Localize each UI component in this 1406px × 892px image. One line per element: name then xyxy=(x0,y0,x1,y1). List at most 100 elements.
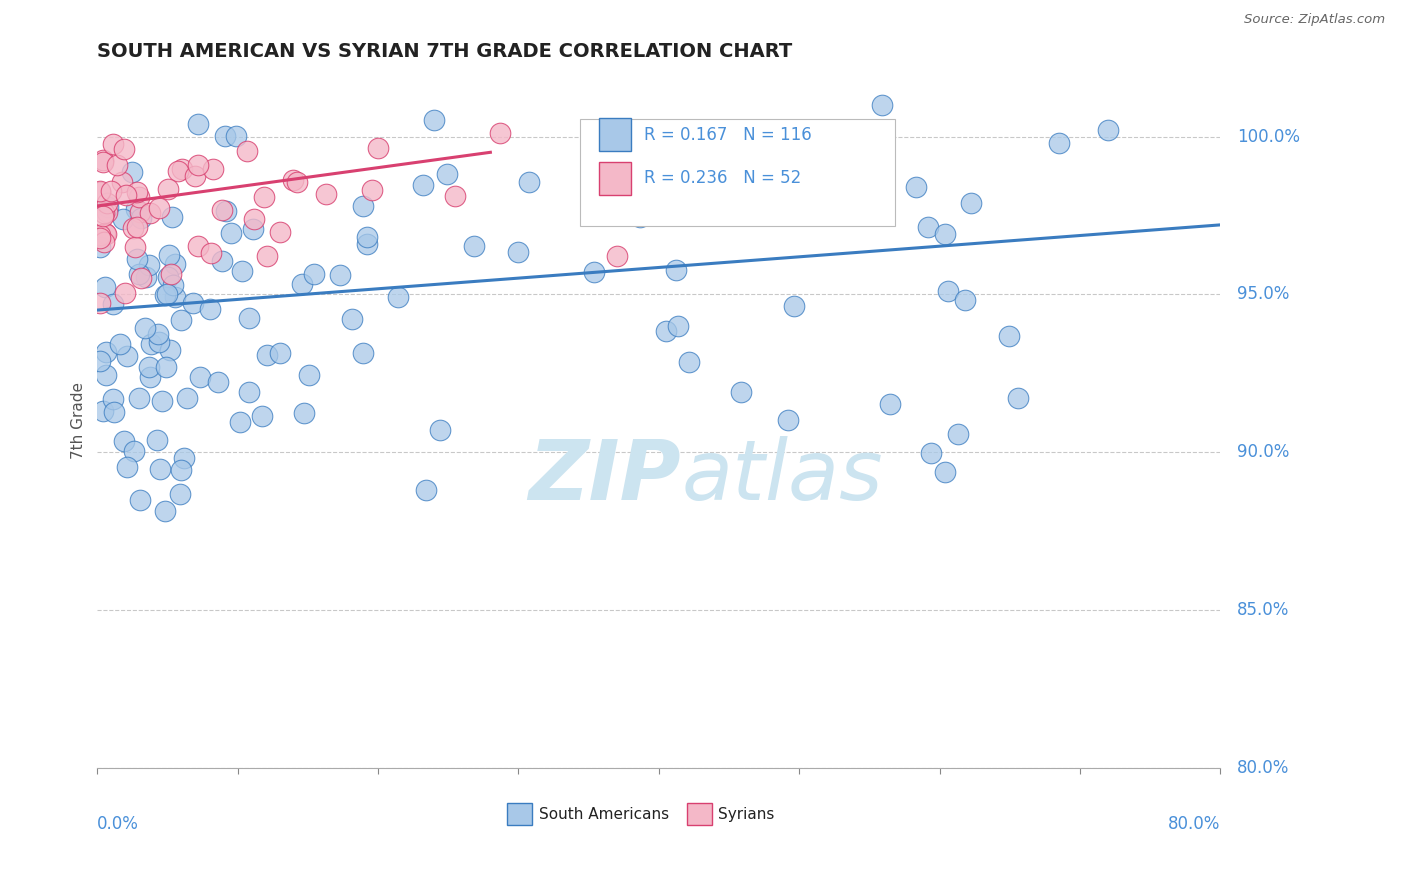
Point xyxy=(94,368,117,382)
Point xyxy=(121,164,143,178)
Point xyxy=(783,299,806,313)
Point xyxy=(730,385,752,400)
Point xyxy=(169,313,191,327)
Point xyxy=(167,164,190,178)
Text: ZIP: ZIP xyxy=(529,435,682,516)
Point xyxy=(936,284,959,298)
Point xyxy=(165,290,187,304)
Point xyxy=(429,423,451,437)
Point xyxy=(89,295,111,310)
Point xyxy=(103,405,125,419)
Point xyxy=(207,375,229,389)
Point xyxy=(412,178,434,193)
Point xyxy=(156,287,179,301)
Text: Syrians: Syrians xyxy=(718,806,775,822)
Point xyxy=(242,222,264,236)
Point xyxy=(176,391,198,405)
Point xyxy=(200,246,222,260)
Point xyxy=(131,211,153,226)
Point xyxy=(129,270,152,285)
Point xyxy=(201,161,224,176)
Point xyxy=(128,493,150,508)
Point xyxy=(214,129,236,144)
Point xyxy=(96,196,118,211)
Point xyxy=(256,249,278,263)
Point xyxy=(89,354,111,368)
Point xyxy=(148,335,170,350)
Point xyxy=(122,220,145,235)
Point xyxy=(238,384,260,399)
Text: SOUTH AMERICAN VS SYRIAN 7TH GRADE CORRELATION CHART: SOUTH AMERICAN VS SYRIAN 7TH GRADE CORRE… xyxy=(97,42,793,61)
Point xyxy=(170,161,193,176)
Point xyxy=(436,167,458,181)
Point xyxy=(905,180,928,194)
Point xyxy=(141,336,163,351)
Point xyxy=(112,211,135,226)
Point xyxy=(100,185,122,199)
Point xyxy=(285,176,308,190)
Point xyxy=(356,229,378,244)
Point xyxy=(96,205,118,219)
Point xyxy=(134,321,156,335)
Text: 90.0%: 90.0% xyxy=(1237,443,1289,461)
Point xyxy=(387,290,409,304)
Point xyxy=(112,142,135,156)
Point xyxy=(148,202,170,216)
Point xyxy=(128,267,150,281)
Point xyxy=(824,200,846,214)
FancyBboxPatch shape xyxy=(581,119,894,227)
Point xyxy=(127,186,149,200)
Point xyxy=(125,220,148,235)
Point xyxy=(103,297,125,311)
Point xyxy=(89,227,111,242)
Point xyxy=(112,434,135,448)
Point xyxy=(181,296,204,310)
Point xyxy=(93,404,115,418)
Text: 85.0%: 85.0% xyxy=(1237,601,1289,619)
Point xyxy=(91,155,114,169)
Point xyxy=(776,413,799,427)
Point xyxy=(135,270,157,285)
Point xyxy=(934,227,956,242)
Point xyxy=(225,129,247,144)
Point xyxy=(97,200,120,214)
Point xyxy=(150,394,173,409)
FancyBboxPatch shape xyxy=(508,803,531,825)
Point xyxy=(89,184,111,198)
Point xyxy=(269,345,291,359)
Point xyxy=(342,312,364,326)
Point xyxy=(128,391,150,405)
Point xyxy=(101,137,124,152)
Text: South Americans: South Americans xyxy=(538,806,669,822)
Point xyxy=(89,240,111,254)
Point xyxy=(173,451,195,466)
Point xyxy=(668,319,690,334)
Point xyxy=(463,239,485,253)
Point xyxy=(236,144,259,158)
Point xyxy=(879,397,901,411)
Point xyxy=(138,370,160,384)
Point xyxy=(111,175,134,189)
Text: Source: ZipAtlas.com: Source: ZipAtlas.com xyxy=(1244,13,1385,27)
Point xyxy=(997,329,1019,343)
Point xyxy=(187,158,209,172)
Point xyxy=(160,267,183,281)
Point xyxy=(128,204,150,219)
Point xyxy=(89,185,111,199)
Point xyxy=(298,368,321,382)
Point xyxy=(157,247,180,261)
Point xyxy=(953,293,976,307)
Text: 95.0%: 95.0% xyxy=(1237,285,1289,303)
Point xyxy=(281,173,304,187)
Text: R = 0.236   N = 52: R = 0.236 N = 52 xyxy=(644,169,801,187)
Point xyxy=(1097,123,1119,137)
Point xyxy=(655,324,678,338)
Point xyxy=(229,415,252,429)
Text: 0.0%: 0.0% xyxy=(97,815,139,833)
Point xyxy=(91,210,114,224)
Point xyxy=(190,370,212,384)
Point xyxy=(93,206,115,220)
Point xyxy=(169,487,191,501)
Point xyxy=(329,268,352,282)
Point xyxy=(352,346,374,360)
